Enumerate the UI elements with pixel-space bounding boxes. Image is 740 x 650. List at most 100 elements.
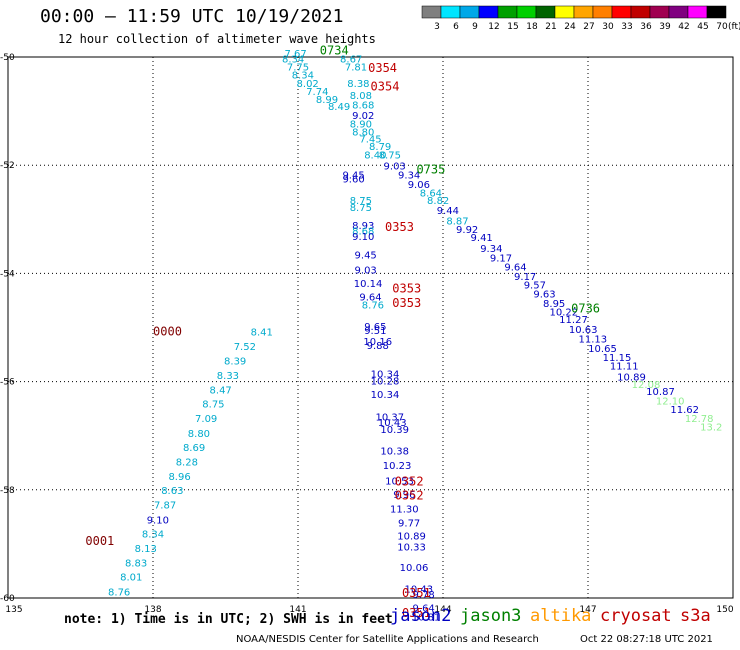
wave-height-observation: 8.90 — [350, 119, 372, 130]
wave-height-observation: 8.13 — [135, 544, 157, 555]
wave-height-observation: 9.03 — [384, 162, 406, 173]
x-tick-label: 144 — [434, 605, 451, 615]
wave-height-observation: 9.64 — [359, 292, 381, 303]
wave-height-observation: 8.63 — [161, 486, 183, 497]
wave-height-observation: 11.62 — [670, 405, 699, 416]
wave-height-observation: 11.15 — [603, 353, 632, 364]
colorbar-label: 39 — [659, 22, 671, 32]
footer-note: note: 1) Time is in UTC; 2) SWH is in fe… — [64, 612, 393, 627]
y-tick-label: -54 — [0, 269, 15, 279]
wave-height-observation: 7.75 — [287, 63, 309, 74]
wave-height-observation: 8.38 — [347, 79, 369, 90]
generated-timestamp: Oct 22 08:27:18 UTC 2021 — [580, 634, 713, 645]
pass-time-label: 0000 — [153, 325, 182, 339]
wave-height-observation: 10.23 — [383, 461, 412, 472]
wave-height-observation: 8.64 — [420, 189, 442, 200]
wave-height-observation: 9.57 — [524, 281, 546, 292]
wave-height-observation: 9.34 — [480, 244, 502, 255]
wave-height-observation: 8.93 — [352, 221, 374, 232]
wave-height-observation: 10.39 — [380, 425, 409, 436]
y-tick-label: -58 — [0, 486, 15, 496]
pass-time-label: 0354 — [371, 80, 400, 94]
colorbar-label: 21 — [545, 22, 556, 32]
wave-height-observation: 9.77 — [398, 519, 420, 530]
pass-time-label: 0353 — [392, 281, 421, 295]
page-subtitle: 12 hour collection of altimeter wave hei… — [58, 32, 376, 46]
y-tick-label: -60 — [0, 594, 15, 604]
wave-height-observation: 10.34 — [371, 369, 400, 380]
wave-height-observation: 8.80 — [352, 127, 374, 138]
wave-height-observation: 8.99 — [316, 95, 338, 106]
x-tick-label: 150 — [716, 605, 733, 615]
plot-frame — [7, 56, 734, 599]
pass-time-label: 0353 — [385, 220, 414, 234]
wave-height-observation: 8.95 — [543, 299, 565, 310]
wave-height-observation: 10.37 — [376, 413, 405, 424]
wave-height-observation: 11.27 — [559, 315, 588, 326]
wave-height-observation: 10.16 — [363, 337, 392, 348]
wave-height-observation: 8.34 — [292, 71, 314, 82]
legend-cryosat: cryosat — [600, 606, 672, 626]
colorbar-label: 36 — [640, 22, 652, 32]
x-tick-label: 135 — [5, 605, 22, 615]
pass-time-label: 0352 — [395, 489, 424, 503]
legend-altika: altika — [530, 606, 592, 626]
wave-height-observation: 9.34 — [398, 171, 420, 182]
wave-height-observation: 8.68 — [352, 100, 374, 111]
wave-height-observation: 8.08 — [350, 91, 372, 102]
wave-height-observation: 7.87 — [154, 501, 176, 512]
pass-time-label: 0001 — [85, 534, 114, 548]
wave-height-observation: 10.22 — [550, 308, 579, 319]
colorbar-label: 33 — [621, 22, 632, 32]
colorbar-label: 9 — [472, 22, 478, 32]
wave-height-observation: 9.92 — [456, 225, 478, 236]
wave-height-observation: 9.63 — [533, 290, 555, 301]
wave-height-observation: 9.64 — [504, 263, 526, 274]
legend-jason2: jason2 — [390, 606, 452, 626]
colorbar-label: 27 — [583, 22, 594, 32]
wave-height-observation: 12.10 — [656, 396, 685, 407]
wave-height-observation: 8.67 — [340, 54, 362, 65]
wave-height-observation: 7.45 — [359, 134, 381, 145]
pass-time-label: 0351 — [402, 586, 431, 600]
wave-height-observation: 11.11 — [610, 362, 639, 373]
wave-height-observation: 9.02 — [352, 111, 374, 122]
wave-height-observation: 11.30 — [390, 505, 419, 516]
wave-height-observation: 8.69 — [183, 443, 205, 454]
colorbar-label: 6 — [453, 22, 459, 32]
legend-s3a: s3a — [680, 606, 711, 626]
wave-height-observation: 8.41 — [251, 328, 273, 339]
wave-height-observation: 8.47 — [210, 386, 232, 397]
wave-height-observation: 8.75 — [202, 400, 224, 411]
colorbar-label: 3 — [434, 22, 440, 32]
wave-height-observation: 7.09 — [195, 414, 217, 425]
wave-height-observation: 10.28 — [371, 376, 400, 387]
wave-height-observation: 8.96 — [168, 472, 190, 483]
wave-height-observation: 8.49 — [328, 102, 350, 113]
legend-jason3: jason3 — [460, 606, 522, 626]
y-tick-label: -56 — [0, 378, 15, 388]
wave-height-observation: 10.33 — [397, 542, 426, 553]
colorbar-swatch — [706, 5, 727, 19]
wave-height-observation: 8.28 — [176, 457, 198, 468]
wave-height-observation: 10.89 — [617, 373, 646, 384]
wave-height-observation: 7.81 — [345, 63, 367, 74]
pass-time-label: 0352 — [395, 474, 424, 488]
wave-height-observation: 9.60 — [342, 175, 364, 186]
wave-height-observation: 9.78 — [413, 590, 435, 601]
wave-height-observation: 11.13 — [579, 335, 608, 346]
colorbar-label: 45 — [697, 22, 708, 32]
wave-height-observation: 9.45 — [355, 250, 377, 261]
wave-height-observation: 9.17 — [514, 272, 536, 283]
wave-height-observation: 10.65 — [588, 344, 617, 355]
wave-height-observation: 8.02 — [297, 79, 319, 90]
wave-height-observation: 10.81 — [412, 613, 441, 624]
x-tick-label: 141 — [289, 605, 306, 615]
colorbar-unit: (ft) — [728, 22, 740, 32]
y-tick-label: -52 — [0, 161, 15, 171]
wave-height-observation: 9.65 — [364, 322, 386, 333]
wave-height-observation: 9.03 — [355, 265, 377, 276]
pass-time-label: 0736 — [571, 301, 600, 315]
wave-height-observation: 9.10 — [147, 515, 169, 526]
